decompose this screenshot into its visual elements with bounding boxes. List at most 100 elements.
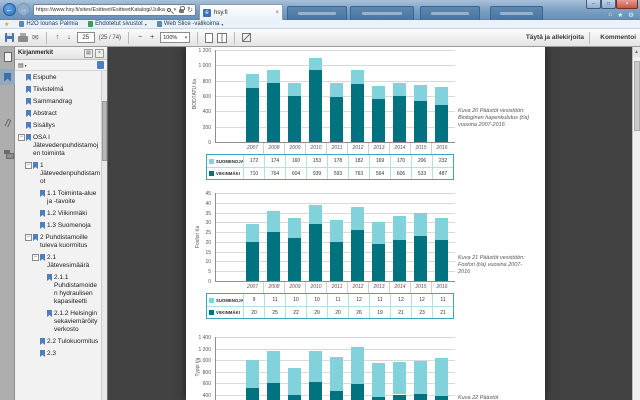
favorites-item[interactable]: Web Slice -valikoima ▾ xyxy=(156,21,224,27)
refresh-icon[interactable]: ↻ xyxy=(187,6,193,14)
tab-inactive[interactable] xyxy=(490,6,543,20)
favorites-item-label: Web Slice -valikoima xyxy=(163,21,220,27)
tab-inactive[interactable] xyxy=(420,6,480,20)
chevron-down-icon: ▾ xyxy=(144,21,147,27)
bar-segment-viikinmaki xyxy=(414,101,427,142)
bookmark-item[interactable]: − OSA I Jätevedenpuhdistamojen toiminta xyxy=(18,134,100,158)
collapse-expander-icon[interactable]: − xyxy=(25,234,32,241)
bookmark-item[interactable]: − 2 Puhdistamoille tuleva kuormitus xyxy=(18,234,100,250)
bookmark-item[interactable]: 2.2 Tulokuormitus xyxy=(18,338,100,346)
page-number-input[interactable]: 25 xyxy=(76,32,95,43)
scrollbar-thumb[interactable] xyxy=(634,61,640,131)
bar-segment-suomenoja xyxy=(246,224,259,242)
bookmark-item[interactable]: 2.1.1 Puhdistamoiden hydraulisen kapasit… xyxy=(18,274,100,306)
expander-slot: − xyxy=(18,134,26,141)
favorites-star-icon[interactable]: ★ xyxy=(4,21,10,28)
zoom-out-icon[interactable]: − xyxy=(138,34,143,41)
collapse-expander-icon[interactable]: − xyxy=(18,134,25,141)
scroll-up-icon[interactable]: ▲ xyxy=(633,47,640,57)
bookmarks-tab[interactable] xyxy=(0,69,15,85)
bookmark-item[interactable]: 2.1.2 Helsingin sekaviemäröity verkosto xyxy=(18,310,100,334)
email-icon[interactable]: ✉ xyxy=(32,32,39,42)
favorite-site-icon xyxy=(88,21,94,27)
table-cell: 606 xyxy=(390,167,411,179)
scrollbar-thumb[interactable] xyxy=(102,101,107,161)
back-button[interactable]: ← xyxy=(3,3,16,16)
save-icon[interactable] xyxy=(5,33,14,42)
bookmark-item[interactable]: 1.2 Viikinmäki xyxy=(18,210,100,218)
pdf-side-strip xyxy=(0,47,15,400)
panel-options-button[interactable]: ▤ xyxy=(84,48,93,58)
two-page-view-icon[interactable] xyxy=(217,32,228,43)
single-page-view-icon[interactable] xyxy=(205,32,214,43)
zoom-in-icon[interactable]: + xyxy=(150,34,155,41)
forward-button[interactable]: → xyxy=(17,3,30,16)
bookmark-item[interactable]: 1.1 Toiminta-alue ja -tavoite xyxy=(18,190,100,206)
bar-segment-viikinmaki xyxy=(330,391,343,400)
home-icon[interactable]: ⌂ xyxy=(608,11,613,18)
fullscreen-icon[interactable] xyxy=(242,33,252,42)
y-tick-label: 1 000 xyxy=(198,358,211,364)
tab-close-icon[interactable]: × xyxy=(275,9,279,16)
collapse-expander-icon[interactable]: − xyxy=(32,254,39,261)
tab-active-label: hsy.fi xyxy=(214,9,228,16)
bookmark-ribbon-icon xyxy=(26,134,31,141)
bookmark-item[interactable]: − 2.1 Jätevesimäärä xyxy=(18,254,100,270)
bar-segment-viikinmaki xyxy=(330,96,343,142)
chevron-down-icon: ▾ xyxy=(221,21,224,27)
chevron-down-icon[interactable]: ▾ xyxy=(173,7,177,13)
bar-segment-viikinmaki xyxy=(351,83,364,142)
bar-segment-viikinmaki xyxy=(246,388,259,400)
bookmark-options-icon[interactable]: ▤ xyxy=(18,62,24,69)
table-cell: 11 xyxy=(327,294,348,306)
panel-close-button[interactable]: × xyxy=(95,48,104,58)
bookmark-item[interactable]: Sisällys xyxy=(18,122,100,130)
layers-tab[interactable] xyxy=(0,145,15,161)
bar-segment-suomenoja xyxy=(435,86,448,105)
favorites-item[interactable]: Ehdotetut sivustot ▾ xyxy=(88,21,147,27)
bookmarks-scrollbar[interactable] xyxy=(101,71,107,400)
collapse-expander-icon[interactable]: − xyxy=(25,162,32,169)
address-bar[interactable]: https://www.hsy.fi/sites/Esitteet/Esitte… xyxy=(33,4,196,16)
main-scrollbar[interactable]: ▲ xyxy=(632,47,640,400)
search-icon[interactable] xyxy=(166,8,171,12)
previous-page-icon[interactable]: ↑ xyxy=(55,34,60,41)
page-thumbnails-tab[interactable] xyxy=(0,49,15,65)
y-tick-label: 30 xyxy=(205,220,211,227)
attachments-tab[interactable] xyxy=(0,115,15,131)
zoom-level-select[interactable]: 100% ▾ xyxy=(160,32,191,43)
bar-segment-suomenoja xyxy=(393,82,406,96)
next-page-icon[interactable]: ↓ xyxy=(67,34,71,41)
print-icon[interactable] xyxy=(18,33,28,42)
tab-inactive[interactable] xyxy=(350,6,414,20)
maximize-button[interactable]: □ xyxy=(601,0,616,9)
bar-segment-viikinmaki xyxy=(393,394,406,400)
table-cell: 174 xyxy=(264,155,285,167)
bookmark-item[interactable]: Esipuhe xyxy=(18,74,100,82)
gear-icon[interactable]: ⚙ xyxy=(628,12,634,19)
table-cell: 20 xyxy=(327,306,348,318)
new-bookmark-icon[interactable] xyxy=(97,61,104,69)
favorites-item[interactable]: H2O lounas Palmia xyxy=(19,21,78,27)
bookmark-item[interactable]: Tiivistelmä xyxy=(18,86,100,94)
minimize-button[interactable]: – xyxy=(586,0,601,9)
bookmark-item[interactable]: − 1 Jätevedenpuhdistamot xyxy=(18,162,100,186)
favorites-item-label: Ehdotetut sivustot xyxy=(95,21,143,27)
bookmarks-panel: Kirjanmerkit ▤ × ▤ ▾ Esipuhe Tiivistelmä S… xyxy=(15,47,108,400)
table-cell: 10 xyxy=(306,294,327,306)
bookmark-item[interactable]: Abstract xyxy=(18,110,100,118)
browser-command-icons: ⌂ ★ ⚙ xyxy=(608,11,634,19)
x-tick-label: 2007 xyxy=(246,284,259,290)
x-tick-label: 2016 xyxy=(431,282,452,293)
bookmark-label: Tiivistelmä xyxy=(33,86,64,93)
close-button[interactable]: × xyxy=(616,0,638,9)
bookmark-item[interactable]: 2.3 xyxy=(18,350,100,358)
tab-active[interactable]: e hsy.fi × xyxy=(199,4,283,20)
bookmark-item[interactable]: Sammandrag xyxy=(18,98,100,106)
tab-inactive[interactable] xyxy=(287,6,347,20)
x-tick-label: 2013 xyxy=(368,143,389,154)
fill-sign-button[interactable]: Täytä ja allekirjoita xyxy=(525,34,584,41)
favorites-icon[interactable]: ★ xyxy=(617,12,624,19)
comment-button[interactable]: Kommentoi xyxy=(600,34,636,41)
bookmark-item[interactable]: 1.3 Suomenoja xyxy=(18,222,100,230)
